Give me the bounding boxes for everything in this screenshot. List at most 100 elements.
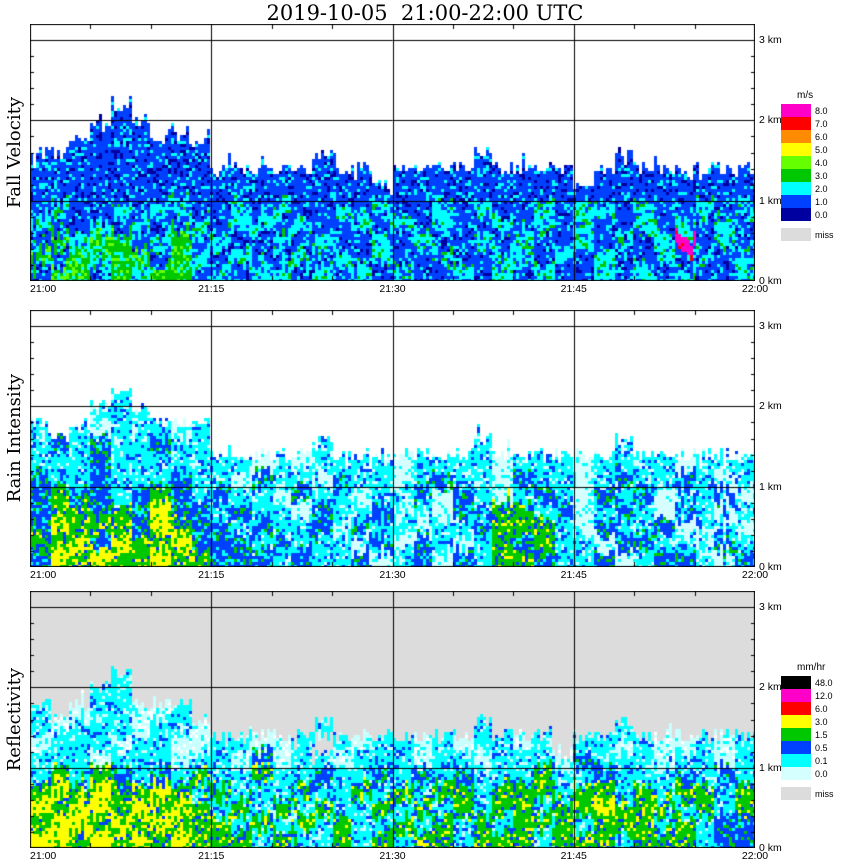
legend-entry: 2.0 — [781, 182, 850, 195]
legend-unit-label: m/s — [797, 90, 814, 101]
legend-value-label: 48.0 — [815, 677, 833, 688]
y-tick-label: 2 km — [759, 681, 782, 694]
panel-rain-intensity: Rain Intensity 21:00 21:15 21:30 21:45 22:00… — [0, 310, 850, 800]
legend-missing-swatch — [781, 787, 811, 800]
y-axis-label-wrapper: Rain Intensity — [0, 310, 28, 567]
y-axis-label-wrapper: Reflectivity — [0, 591, 28, 848]
y-tick-label: 3 km — [759, 34, 782, 47]
legend-swatch — [781, 728, 811, 741]
x-axis-ticks: 21:00 21:15 21:30 21:45 22:00 — [30, 283, 768, 297]
y-tick-label: 1 km — [759, 194, 782, 207]
y-tick-label: 0 km — [759, 561, 782, 573]
x-tick-label: 21:45 — [560, 283, 587, 295]
y-axis-label: Rain Intensity — [3, 374, 25, 503]
legend-value-label: 8.0 — [815, 105, 828, 116]
legend-swatch — [781, 182, 811, 195]
legend-swatch — [781, 104, 811, 117]
x-tick-label: 22:00 — [741, 283, 769, 295]
legend-missing-entry: miss — [781, 228, 850, 241]
legend-value-label: 0.0 — [815, 209, 828, 220]
x-tick-label: 21:45 — [560, 569, 587, 581]
legend-fall-velocity: m/s 8.0 7.0 6.0 5.0 4.0 3.0 2.0 1.0 0.0 miss — [781, 90, 850, 241]
heatmap-canvas-rain-intensity — [30, 310, 755, 567]
legend-entry: 48.0 — [781, 676, 850, 689]
height-axis-labels: 0 km 1 km 2 km 3 km — [759, 310, 803, 573]
legend-value-label: 4.0 — [815, 157, 828, 168]
figure-title: 2019-10-05 21:00-22:00 UTC — [266, 1, 584, 25]
legend-entry: 0.0 — [781, 208, 850, 221]
x-tick-label: 21:00 — [30, 283, 57, 295]
y-tick-label: 1 km — [759, 761, 782, 774]
x-tick-label: 21:00 — [30, 569, 57, 581]
legend-value-label: 6.0 — [815, 703, 828, 714]
legend-swatch — [781, 208, 811, 221]
legend-entry: 5.0 — [781, 143, 850, 156]
x-tick-label: 22:00 — [741, 850, 769, 862]
y-axis-label: Fall Velocity — [3, 96, 25, 209]
legend-value-label: 6.0 — [815, 131, 828, 142]
legend-swatch — [781, 117, 811, 130]
legend-value-label: 1.5 — [815, 729, 828, 740]
legend-missing-label: miss — [815, 788, 834, 799]
x-tick-label: 21:30 — [379, 283, 406, 295]
legend-swatch — [781, 741, 811, 754]
legend-value-label: 12.0 — [815, 690, 833, 701]
legend-value-label: 7.0 — [815, 118, 828, 129]
legend-value-label: 5.0 — [815, 144, 828, 155]
y-tick-label: 2 km — [759, 114, 782, 127]
height-axis-labels: 0 km 1 km 2 km 3 km — [759, 591, 803, 854]
legend-entry: 7.0 — [781, 117, 850, 130]
legend-missing-swatch — [781, 228, 811, 241]
legend-missing-entry: miss — [781, 787, 850, 800]
legend-swatch — [781, 130, 811, 143]
x-tick-label: 21:15 — [198, 850, 225, 862]
legend-entry: 0.0 — [781, 767, 850, 780]
legend-swatch — [781, 689, 811, 702]
x-tick-label: 21:45 — [560, 850, 587, 862]
x-axis-ticks: 21:00 21:15 21:30 21:45 22:00 — [30, 569, 768, 583]
legend-value-label: 2.0 — [815, 183, 828, 194]
panel-reflectivity: Reflectivity 21:00 21:15 21:30 21:45 22:00 0… — [0, 591, 850, 863]
y-tick-label: 3 km — [759, 320, 782, 333]
x-tick-label: 21:30 — [379, 569, 406, 581]
y-tick-label: 1 km — [759, 480, 782, 493]
legend-unit-label: mm/hr — [797, 662, 826, 673]
legend-value-label: 0.0 — [815, 768, 828, 779]
y-axis-label: Reflectivity — [3, 667, 25, 772]
legend-swatch — [781, 195, 811, 208]
x-tick-label: 21:30 — [379, 850, 406, 862]
x-tick-label: 21:15 — [198, 283, 225, 295]
legend-value-label: 0.5 — [815, 742, 828, 753]
legend-rain-intensity: mm/hr 48.0 12.0 6.0 3.0 1.5 0.5 0.1 0.0 miss — [781, 662, 850, 800]
heatmap-canvas-reflectivity — [30, 591, 755, 848]
x-tick-label: 21:00 — [30, 850, 57, 862]
legend-swatch — [781, 767, 811, 780]
legend-entry: 6.0 — [781, 130, 850, 143]
legend-swatch — [781, 676, 811, 689]
legend-value-label: 3.0 — [815, 170, 828, 181]
x-tick-label: 21:15 — [198, 569, 225, 581]
legend-entry: 12.0 — [781, 689, 850, 702]
panel-fall-velocity: Fall Velocity 21:00 21:15 21:30 21:45 22:00 … — [0, 24, 850, 296]
legend-swatch — [781, 702, 811, 715]
legend-swatch — [781, 715, 811, 728]
x-tick-label: 22:00 — [741, 569, 769, 581]
legend-value-label: 0.1 — [815, 755, 828, 766]
y-axis-label-wrapper: Fall Velocity — [0, 24, 28, 281]
legend-value-label: 1.0 — [815, 196, 828, 207]
legend-swatch — [781, 156, 811, 169]
legend-entry: 8.0 — [781, 104, 850, 117]
legend-value-label: 3.0 — [815, 716, 828, 727]
legend-entry: 6.0 — [781, 702, 850, 715]
heatmap-canvas-fall-velocity — [30, 24, 755, 281]
x-axis-ticks: 21:00 21:15 21:30 21:45 22:00 — [30, 850, 768, 864]
legend-entry: 1.0 — [781, 195, 850, 208]
legend-entry: 3.0 — [781, 169, 850, 182]
legend-swatch — [781, 169, 811, 182]
y-tick-label: 0 km — [759, 275, 782, 287]
y-tick-label: 2 km — [759, 400, 782, 413]
legend-swatch — [781, 754, 811, 767]
y-tick-label: 0 km — [759, 842, 782, 854]
legend-swatch — [781, 143, 811, 156]
